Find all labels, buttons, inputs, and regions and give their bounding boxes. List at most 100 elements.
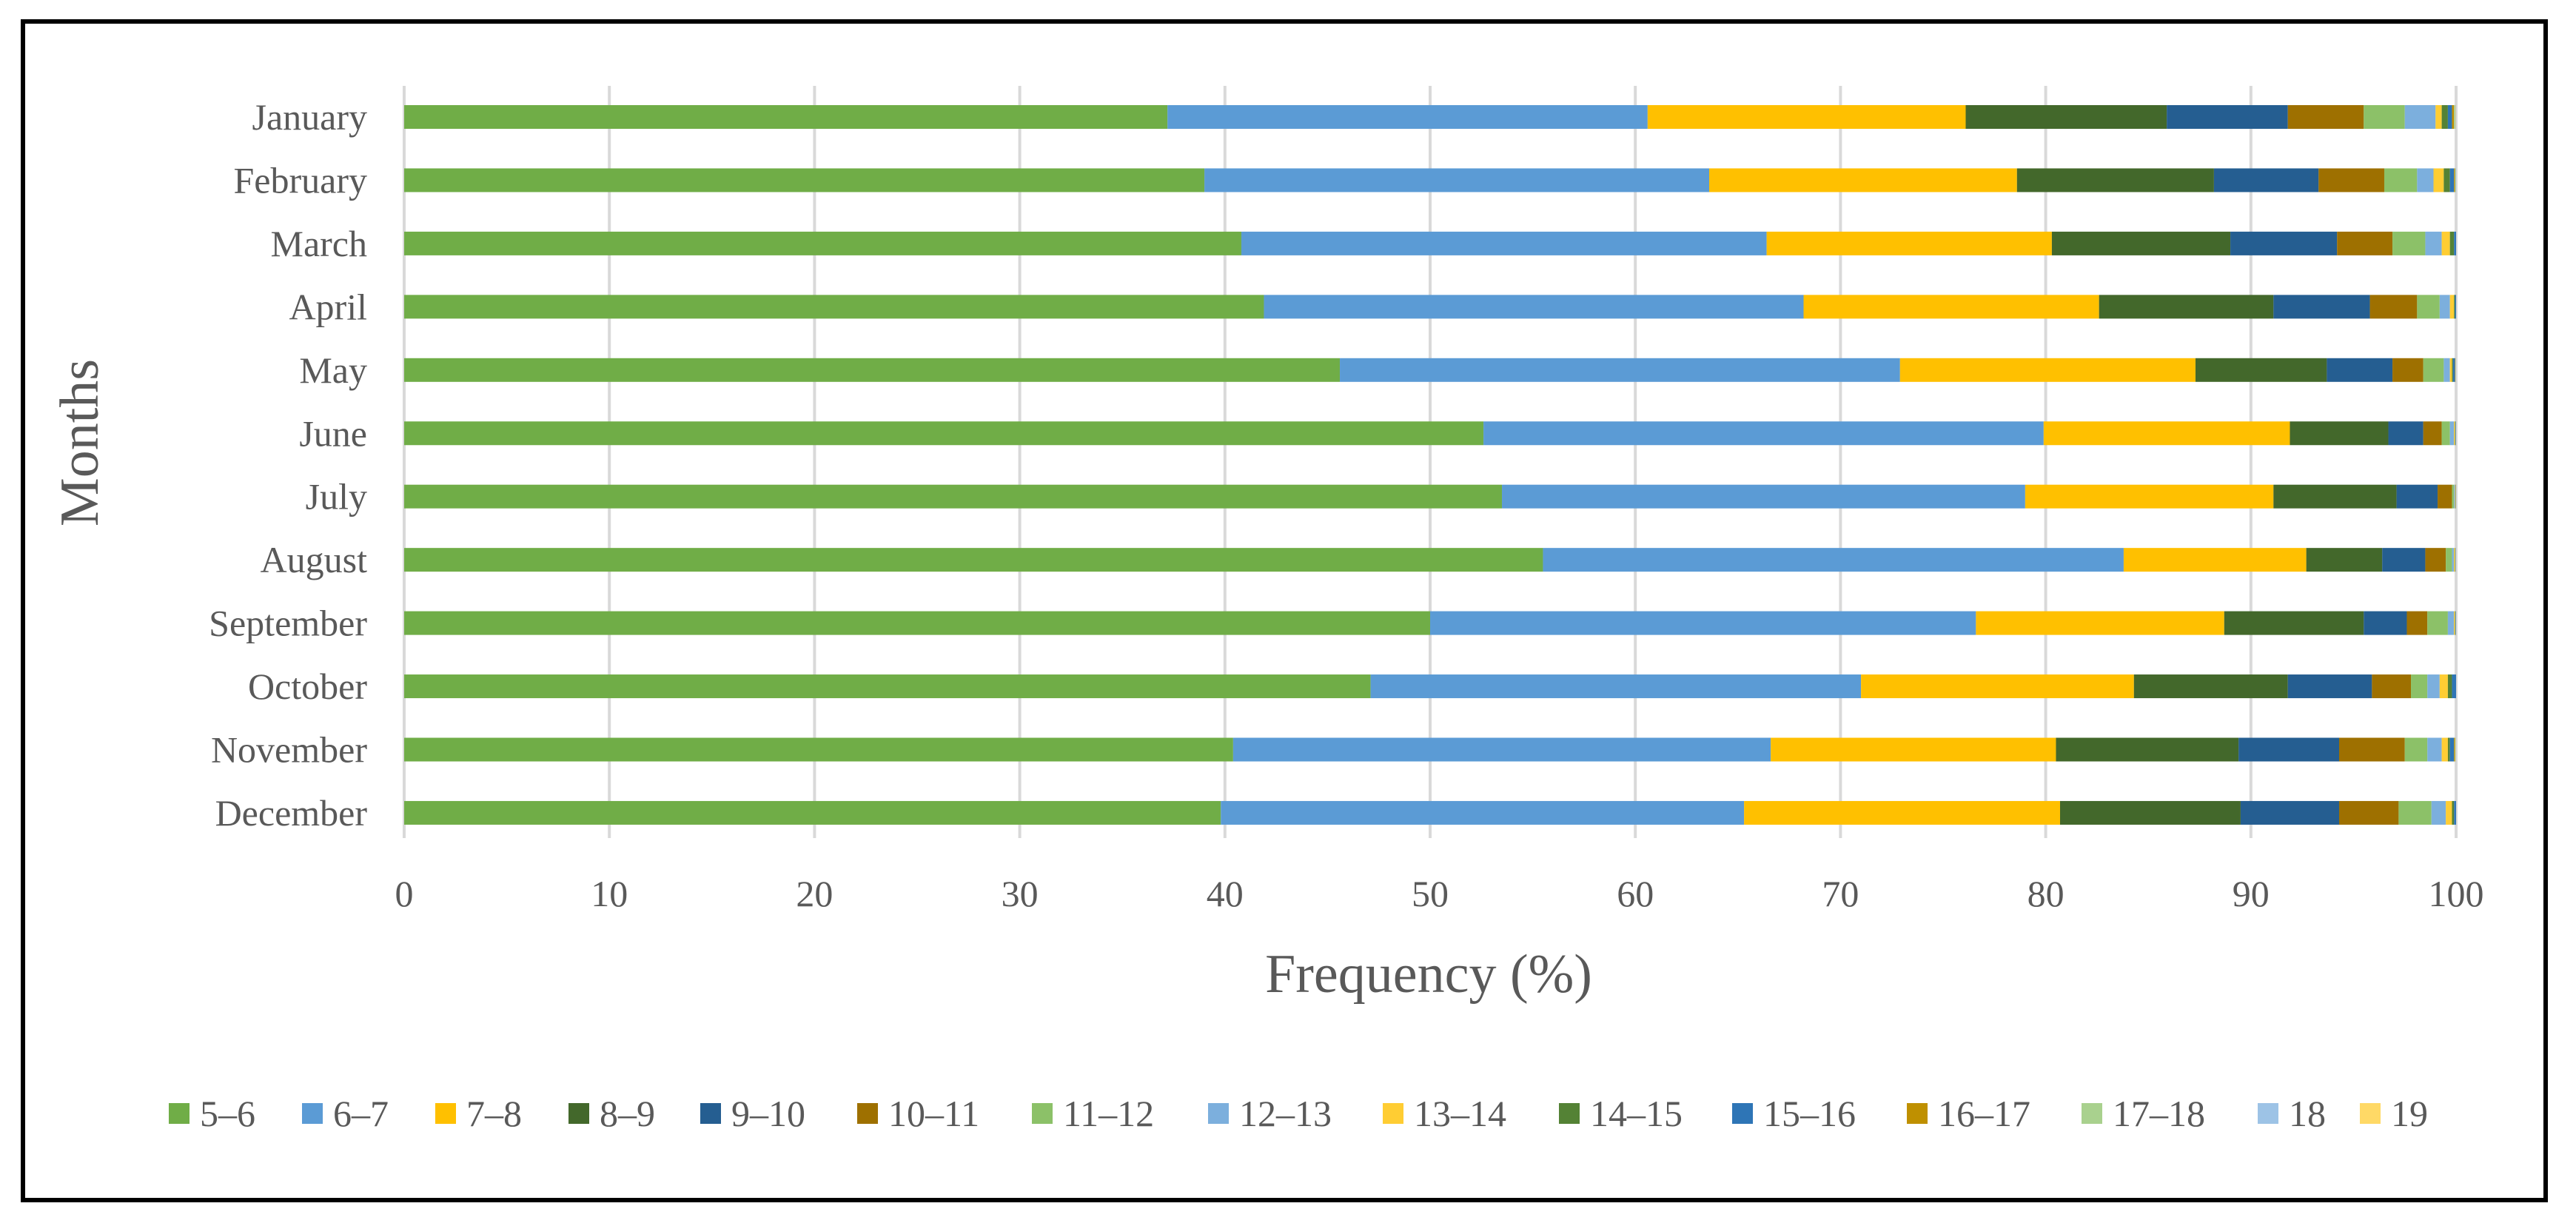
bar-november-11–12 — [2404, 737, 2428, 762]
x-tick-label: 100 — [2429, 873, 2484, 914]
bar-march-7–8 — [1766, 231, 2052, 255]
bar-february-6–7 — [1204, 168, 1709, 192]
bar-january-7–8 — [1647, 105, 1966, 129]
bar-december-5–6 — [404, 800, 1221, 825]
bar-march-5–6 — [404, 231, 1241, 255]
legend-swatch-11–12 — [1032, 1103, 1053, 1124]
legend-label-18: 18 — [2289, 1093, 2326, 1134]
y-tick-label-may: May — [299, 349, 367, 391]
bar-january-8–9 — [1965, 105, 2167, 129]
x-tick-label: 50 — [1412, 873, 1449, 914]
bar-october-5–6 — [404, 674, 1371, 699]
bar-november-13–14 — [2441, 737, 2448, 762]
bar-february-15–16 — [2449, 168, 2455, 192]
bar-december-11–12 — [2398, 800, 2432, 825]
bar-may-16–17 — [2455, 358, 2456, 382]
legend-swatch-9–10 — [700, 1103, 721, 1124]
y-axis-tick-labels: January February March April May June July Augu… — [209, 96, 367, 834]
bar-april-8–9 — [2099, 295, 2274, 319]
legend-label-11–12: 11–12 — [1063, 1093, 1154, 1134]
bar-october-6–7 — [1370, 674, 1862, 699]
y-tick-label-december: December — [215, 792, 368, 834]
bar-august-11–12 — [2446, 548, 2452, 572]
bars — [404, 105, 2456, 825]
bar-october-7–8 — [1861, 674, 2134, 699]
y-tick-label-june: June — [299, 412, 367, 454]
bar-april-10–11 — [2369, 295, 2418, 319]
bar-december-13–14 — [2446, 800, 2452, 825]
bar-february-12–13 — [2417, 168, 2434, 192]
x-tick-label: 70 — [1822, 873, 1859, 914]
y-tick-label-april: April — [289, 286, 367, 327]
legend-swatch-17–18 — [2082, 1103, 2102, 1124]
bar-april-11–12 — [2417, 295, 2440, 319]
legend-label-9–10: 9–10 — [731, 1093, 805, 1134]
bar-october-14–15 — [2447, 674, 2452, 699]
bar-february-17–18 — [2455, 168, 2456, 192]
legend-label-8–9: 8–9 — [600, 1093, 655, 1134]
bar-april-5–6 — [404, 295, 1264, 319]
bar-may-11–12 — [2423, 358, 2444, 382]
legend-swatch-16–17 — [1907, 1103, 1928, 1124]
bar-june-9–10 — [2388, 421, 2424, 446]
chart-frame — [21, 19, 2548, 1202]
legend-swatch-5–6 — [169, 1103, 189, 1124]
legend-swatch-6–7 — [302, 1103, 323, 1124]
bar-may-15–16 — [2452, 358, 2455, 382]
x-tick-label: 40 — [1207, 873, 1244, 914]
bar-september-9–10 — [2364, 611, 2407, 635]
y-axis-title: Months — [50, 359, 110, 526]
bar-october-13–14 — [2439, 674, 2448, 699]
bar-august-7–8 — [2123, 548, 2307, 572]
y-tick-label-november: November — [211, 729, 367, 771]
bar-april-15–16 — [2455, 295, 2456, 319]
bar-january-15–16 — [2447, 105, 2452, 129]
bar-may-10–11 — [2392, 358, 2424, 382]
bar-january-9–10 — [2167, 105, 2288, 129]
bar-december-6–7 — [1221, 800, 1745, 825]
bar-february-18 — [2455, 168, 2456, 192]
legend-label-15–16: 15–16 — [1763, 1093, 1856, 1134]
legend-label-14–15: 14–15 — [1590, 1093, 1683, 1134]
y-tick-label-july: July — [306, 476, 367, 517]
bar-october-15–16 — [2452, 674, 2456, 699]
bar-june-11–12 — [2441, 421, 2450, 446]
bar-february-14–15 — [2443, 168, 2450, 192]
bar-june-5–6 — [404, 421, 1484, 446]
bar-january-13–14 — [2435, 105, 2442, 129]
bar-january-17–18 — [2454, 105, 2455, 129]
legend: 5–6 6–7 7–8 8–9 9–10 10–11 11–12 12–13 13–14 14–1… — [169, 1093, 2428, 1134]
bar-november-6–7 — [1232, 737, 1771, 762]
x-tick-label: 60 — [1617, 873, 1654, 914]
bar-february-10–11 — [2318, 168, 2384, 192]
legend-swatch-13–14 — [1383, 1103, 1403, 1124]
bar-november-7–8 — [1771, 737, 2056, 762]
bar-september-13–14 — [2454, 611, 2455, 635]
bar-march-10–11 — [2337, 231, 2393, 255]
bar-april-9–10 — [2273, 295, 2370, 319]
bar-march-12–13 — [2425, 231, 2442, 255]
legend-label-19: 19 — [2391, 1093, 2428, 1134]
bar-december-15–16 — [2454, 800, 2456, 825]
bar-february-9–10 — [2213, 168, 2319, 192]
bar-january-14–15 — [2441, 105, 2448, 129]
bar-july-11–12 — [2452, 484, 2455, 509]
bar-july-9–10 — [2396, 484, 2438, 509]
bar-august-6–7 — [1543, 548, 2124, 572]
bar-august-12–13 — [2452, 548, 2455, 572]
bar-august-5–6 — [404, 548, 1543, 572]
bar-june-10–11 — [2423, 421, 2442, 446]
bar-september-10–11 — [2406, 611, 2428, 635]
bar-june-13–14 — [2454, 421, 2455, 446]
bar-march-9–10 — [2230, 231, 2338, 255]
bar-august-8–9 — [2306, 548, 2383, 572]
bar-march-15–16 — [2454, 231, 2456, 255]
x-tick-label: 90 — [2233, 873, 2270, 914]
bar-september-14–15 — [2455, 611, 2456, 635]
legend-label-5–6: 5–6 — [200, 1093, 255, 1134]
bar-july-13–14 — [2455, 484, 2456, 509]
bar-november-16–17 — [2454, 737, 2455, 762]
bar-june-15–16 — [2455, 421, 2456, 446]
x-tick-label: 10 — [591, 873, 628, 914]
bar-september-15–16 — [2455, 611, 2456, 635]
